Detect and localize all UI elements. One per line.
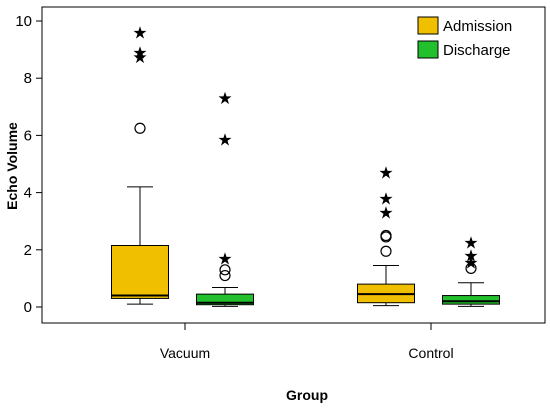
iqr-box: [111, 245, 169, 299]
y-tick-label: 2: [24, 242, 32, 259]
outlier-star: ★: [217, 131, 232, 150]
outlier-star: ★: [463, 247, 478, 266]
iqr-box: [442, 295, 500, 305]
box-admission-control: ★★★: [357, 164, 415, 307]
outlier-circle: [134, 122, 146, 134]
box-discharge-control: ★★★: [442, 234, 500, 307]
outlier-star: ★: [217, 89, 232, 108]
x-axis: Vacuum Control: [160, 323, 454, 361]
y-tick-label: 8: [24, 70, 32, 87]
y-axis-title: Echo Volume: [4, 122, 20, 210]
outlier-star: ★: [217, 249, 232, 268]
box-discharge-vacuum: ★ ★ ★: [196, 89, 254, 307]
boxes-layer: ★★★★★★★★★★★★: [111, 23, 500, 307]
outlier-star: ★: [378, 189, 393, 208]
x-tick-label-vacuum: Vacuum: [160, 345, 210, 361]
legend-swatch-admission: [417, 16, 439, 35]
outlier-circle: [219, 269, 231, 282]
y-tick-label: 10: [15, 13, 32, 30]
x-tick-label-control: Control: [408, 345, 453, 361]
x-axis-title: Group: [286, 387, 328, 403]
outlier-circle: [380, 229, 392, 242]
outlier-star: ★: [463, 234, 478, 253]
legend: Admission Discharge: [417, 16, 512, 59]
outlier-circle: [219, 264, 231, 276]
y-axis: 0 2 4 6 8 10: [15, 13, 42, 316]
outlier-circle: [465, 262, 477, 274]
legend-label-discharge: Discharge: [443, 42, 511, 59]
outlier-star: ★: [132, 43, 147, 62]
y-tick-label: 6: [24, 127, 32, 144]
box-admission-vacuum: ★★★: [111, 23, 169, 305]
outlier-circle: [380, 245, 392, 257]
outlier-star: ★: [132, 23, 147, 42]
outlier-star: ★: [378, 164, 393, 183]
legend-label-admission: Admission: [443, 18, 512, 35]
y-tick-label: 0: [24, 299, 32, 316]
y-tick-label: 4: [24, 185, 32, 202]
legend-swatch-discharge: [417, 40, 439, 59]
outlier-star: ★: [463, 254, 478, 273]
iqr-box: [196, 293, 254, 306]
outlier-star: ★: [378, 204, 393, 223]
outlier-star: ★: [132, 48, 147, 67]
